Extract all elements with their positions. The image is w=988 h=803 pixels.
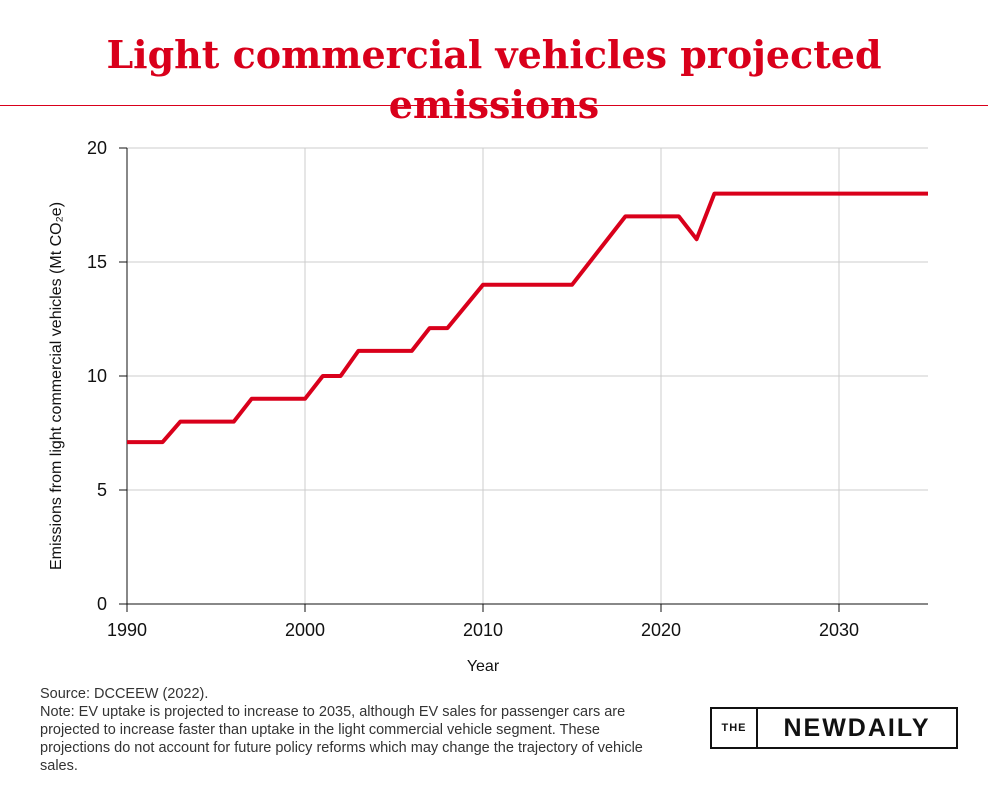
source-note: Source: DCCEEW (2022). — [40, 686, 209, 702]
y-tick-label: 15 — [87, 252, 107, 272]
y-tick-label: 0 — [97, 594, 107, 614]
chart-title: Light commercial vehicles projected emis… — [106, 32, 882, 127]
chart-footer: Source: DCCEEW (2022). Note: EV uptake i… — [40, 685, 665, 775]
x-tick-label: 2020 — [641, 620, 681, 640]
y-tick-label: 20 — [87, 138, 107, 158]
x-tick-label: 2010 — [463, 620, 503, 640]
x-tick-label: 2030 — [819, 620, 859, 640]
y-axis-label: Emissions from light commercial vehicles… — [48, 202, 65, 570]
grid-lines — [127, 147, 928, 604]
series-line — [127, 191, 928, 445]
series-group — [127, 191, 928, 445]
x-tick-label: 1990 — [107, 620, 147, 640]
x-axis-label: Year — [467, 658, 500, 675]
title-divider — [0, 105, 988, 106]
x-tick-label: 2000 — [285, 620, 325, 640]
methodology-note: Note: EV uptake is projected to increase… — [40, 704, 643, 774]
the-new-daily-logo: THE NEWDAILY — [710, 707, 958, 749]
tick-labels: 0 5 10 15 20 1990 2000 2010 2020 2030 — [87, 138, 859, 640]
y-tick-label: 5 — [97, 480, 107, 500]
line-chart: 0 5 10 15 20 1990 2000 2010 2020 2030 Year Emissi… — [48, 138, 928, 675]
logo-the: THE — [712, 709, 758, 747]
logo-brand: NEWDAILY — [783, 713, 931, 742]
y-tick-label: 10 — [87, 366, 107, 386]
axes — [119, 147, 928, 612]
